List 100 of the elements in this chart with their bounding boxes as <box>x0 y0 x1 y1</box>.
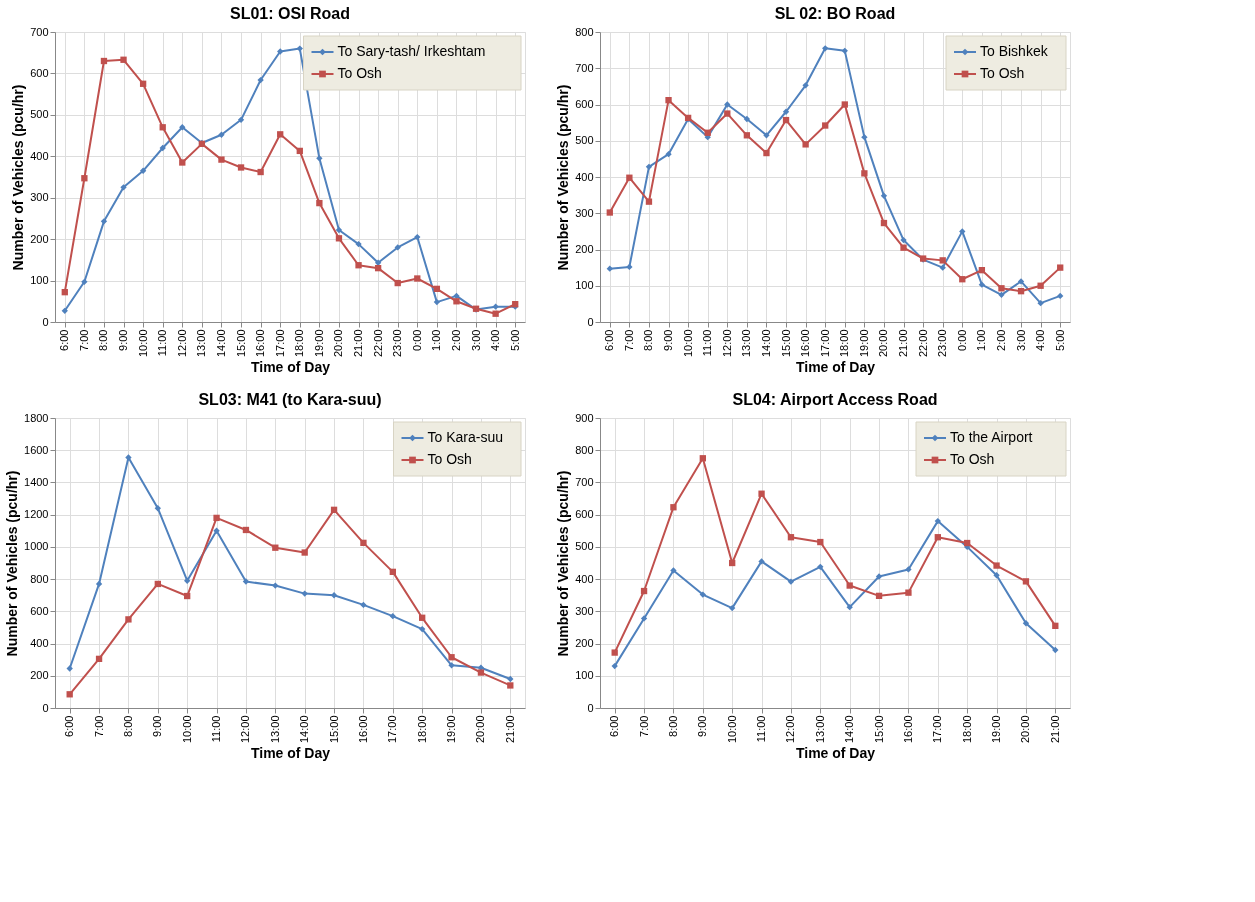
chart-title: SL 02: BO Road <box>774 5 896 22</box>
x-tick-label: 22:00 <box>916 329 929 358</box>
y-tick-label: 0 <box>42 701 49 714</box>
legend-label: To Kara-suu <box>427 429 503 445</box>
x-tick-label: 2:00 <box>994 329 1007 351</box>
y-tick-label: 0 <box>587 315 594 328</box>
point <box>670 504 677 511</box>
x-tick-label: 4:00 <box>489 329 502 351</box>
point <box>120 56 127 63</box>
point <box>179 124 186 131</box>
x-tick-label: 2:00 <box>449 329 462 351</box>
point <box>763 149 770 157</box>
point <box>296 147 303 155</box>
y-tick-label: 200 <box>575 243 594 255</box>
point <box>419 614 426 621</box>
point <box>611 649 618 656</box>
point <box>433 298 441 306</box>
point <box>964 539 971 547</box>
y-tick-label: 200 <box>30 232 49 245</box>
point <box>492 303 499 310</box>
point <box>875 592 883 600</box>
y-tick-label: 600 <box>30 66 49 79</box>
x-tick-label: 10:00 <box>136 329 149 358</box>
point <box>606 209 613 216</box>
point <box>277 48 284 55</box>
y-tick-label: 1800 <box>24 411 49 424</box>
point <box>242 578 250 585</box>
point <box>606 265 613 272</box>
x-tick-label: 15:00 <box>779 329 792 358</box>
point <box>1057 264 1064 271</box>
y-axis-title: Number of Vehicles (pcu/hr) <box>555 84 572 271</box>
point <box>184 577 191 584</box>
point <box>374 259 382 266</box>
legend-label: To Bishkek <box>980 43 1049 59</box>
x-tick-label: 8:00 <box>642 329 655 351</box>
point <box>626 263 633 271</box>
point <box>763 132 770 139</box>
x-tick-label: 12:00 <box>720 329 733 358</box>
point <box>1052 646 1059 654</box>
point <box>360 539 367 547</box>
point <box>125 454 132 461</box>
point <box>802 141 809 148</box>
y-axis-title: Number of Vehicles (pcu/hr) <box>555 470 572 657</box>
point <box>846 582 853 589</box>
point <box>787 578 795 585</box>
y-tick-label: 600 <box>30 604 49 617</box>
x-tick-label: 16:00 <box>356 715 369 744</box>
x-tick-label: 6:00 <box>63 715 76 737</box>
x-axis-title: Time of Day <box>250 745 331 762</box>
point <box>802 82 809 89</box>
point <box>374 264 382 272</box>
y-tick-label: 500 <box>575 540 594 553</box>
x-tick-label: 7:00 <box>622 329 635 351</box>
x-tick-label: 16:00 <box>901 715 914 744</box>
point <box>670 567 677 574</box>
x-tick-label: 20:00 <box>332 329 345 358</box>
point <box>316 199 323 207</box>
point <box>389 568 396 576</box>
point <box>448 662 455 669</box>
x-tick-label: 19:00 <box>857 329 870 358</box>
x-tick-label: 15:00 <box>872 715 885 744</box>
x-axis-title: Time of Day <box>250 359 331 376</box>
point <box>1037 299 1044 307</box>
chart-title: SL03: M41 (to Kara-suu) <box>198 391 382 408</box>
point <box>453 298 460 305</box>
x-tick-label: 12:00 <box>239 715 252 744</box>
x-tick-label: 19:00 <box>445 715 458 744</box>
point <box>159 144 166 152</box>
x-tick-label: 20:00 <box>474 715 487 744</box>
point <box>296 45 303 52</box>
x-tick-label: 21:00 <box>897 329 910 358</box>
point <box>787 534 795 541</box>
x-tick-label: 18:00 <box>415 715 428 744</box>
point <box>242 526 250 534</box>
point <box>626 174 633 181</box>
point <box>335 235 343 242</box>
point <box>993 572 1000 579</box>
x-tick-label: 17:00 <box>931 715 944 744</box>
y-tick-label: 400 <box>575 572 594 585</box>
x-tick-label: 1:00 <box>975 329 988 351</box>
legend-label: To Sary-tash/ Irkeshtam <box>337 43 486 59</box>
legend-label: To Osh <box>980 65 1025 81</box>
point <box>414 275 421 282</box>
point <box>1017 278 1025 285</box>
x-tick-label: 15:00 <box>234 329 247 358</box>
y-tick-label: 1600 <box>24 443 49 456</box>
point <box>822 45 829 52</box>
point <box>360 601 367 609</box>
point <box>704 129 711 136</box>
point <box>645 163 653 171</box>
point <box>1017 288 1025 295</box>
x-tick-label: 3:00 <box>1014 329 1027 351</box>
x-tick-label: 10:00 <box>681 329 694 358</box>
point <box>139 80 147 87</box>
y-tick-label: 500 <box>575 134 594 147</box>
x-tick-label: 11:00 <box>210 715 223 743</box>
x-tick-label: 10:00 <box>725 715 738 744</box>
x-tick-label: 10:00 <box>180 715 193 744</box>
legend-label: To the Airport <box>950 429 1033 445</box>
point <box>993 562 1000 569</box>
